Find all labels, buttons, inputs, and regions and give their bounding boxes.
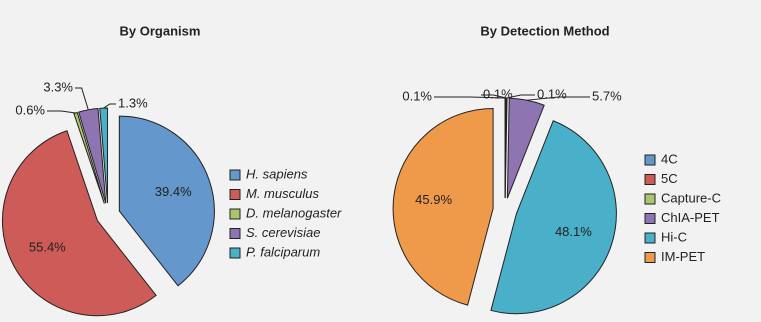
legend-swatch xyxy=(644,213,656,224)
data-label: 3.3% xyxy=(43,79,73,94)
leader-line xyxy=(103,103,116,109)
legend-swatch xyxy=(644,232,656,244)
data-label: 1.3% xyxy=(118,95,148,110)
pie-slice xyxy=(1,130,157,317)
legend-swatch xyxy=(644,174,656,185)
legend-swatch xyxy=(644,193,656,205)
pie-slice xyxy=(99,107,109,204)
legend-label: H. sapiens xyxy=(246,166,308,181)
legend-swatch xyxy=(229,247,241,259)
chart-title: By Detection Method xyxy=(480,23,609,38)
leader-line xyxy=(75,87,89,110)
chart-title: By Organism xyxy=(120,23,201,38)
legend-swatch xyxy=(229,169,241,181)
leader-line xyxy=(434,96,506,99)
legend-label: M. musculus xyxy=(246,186,319,201)
data-label: 48.1% xyxy=(555,224,592,239)
pie-slice xyxy=(118,115,215,287)
pie-slice xyxy=(392,107,494,306)
legend-swatch xyxy=(644,252,656,263)
legend-label: 4C xyxy=(661,151,678,166)
legend-label: Capture-C xyxy=(661,190,721,205)
data-label: 0.1% xyxy=(483,86,513,101)
data-label: 39.4% xyxy=(155,184,192,199)
data-label: 55.4% xyxy=(29,239,66,254)
legend-label: Hi-C xyxy=(661,229,687,244)
data-label: 45.9% xyxy=(415,192,452,207)
legend-swatch xyxy=(644,154,656,166)
pie-slice xyxy=(490,120,617,315)
data-label: 0.1% xyxy=(537,86,567,101)
legend-label: IM-PET xyxy=(661,249,705,264)
legend-swatch xyxy=(229,208,241,220)
data-label: 0.6% xyxy=(15,102,45,117)
legend-swatch xyxy=(229,228,241,239)
legend-label: 5C xyxy=(661,171,678,186)
leader-line xyxy=(506,94,535,99)
leader-line xyxy=(47,110,76,114)
leader-line xyxy=(526,96,590,101)
legend-swatch xyxy=(229,189,241,200)
pie-slice xyxy=(506,97,545,199)
leader-line xyxy=(481,94,507,99)
legend-label: D. melanogaster xyxy=(246,205,342,220)
data-label: 0.1% xyxy=(402,88,432,103)
legend-label: S. cerevisiae xyxy=(246,225,320,240)
legend-label: ChIA-PET xyxy=(661,210,720,225)
legend-label: P. falciparum xyxy=(246,244,320,259)
data-label: 5.7% xyxy=(592,88,622,103)
